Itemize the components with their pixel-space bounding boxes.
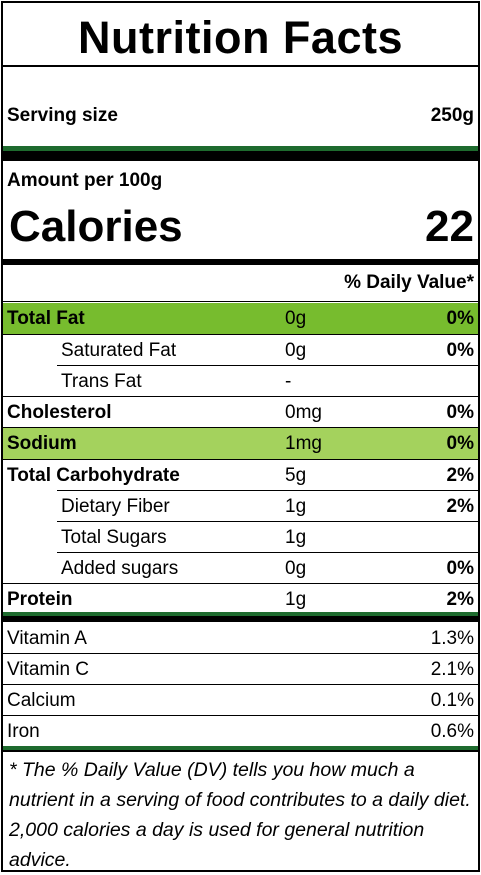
nutrient-name: Dietary Fiber [61,496,170,517]
calories-label: Calories [9,202,183,251]
vitamin-name: Calcium [7,690,76,711]
nutrient-name: Total Fat [7,308,85,329]
nutrient-daily-value: 2% [446,496,474,517]
vitamin-value: 0.1% [430,690,474,711]
serving-divider-green [3,146,478,151]
nutrient-amount: - [285,371,292,392]
serving-size-value: 250g [430,105,474,126]
vitamin-row-calcium: Calcium 0.1% [3,685,478,716]
row-divider [3,684,478,685]
calories-value: 22 [425,202,474,251]
nutrient-row-total-carbohydrate: Total Carbohydrate 5g 2% [3,460,478,491]
vitamin-row-vitamin-c: Vitamin C 2.1% [3,654,478,685]
nutrient-name: Sodium [7,433,77,454]
row-divider [57,521,478,522]
vitamin-name: Vitamin A [7,628,87,649]
nutrient-row-saturated-fat: Saturated Fat 0g 0% [3,335,478,366]
nutrient-amount: 0mg [285,402,322,423]
nutrient-amount: 5g [285,465,307,486]
nutrient-row-dietary-fiber: Dietary Fiber 1g 2% [3,491,478,522]
vitamin-name: Iron [7,721,40,742]
nutrient-daily-value: 0% [446,308,474,329]
nutrient-row-trans-fat: Trans Fat - [3,366,478,397]
vitamin-name: Vitamin C [7,659,90,680]
nutrient-daily-value: 0% [446,558,474,579]
row-divider [3,301,478,302]
amount-per-label: Amount per 100g [7,170,163,191]
nutrient-name: Saturated Fat [61,340,177,361]
nutrient-daily-value: 0% [446,433,474,454]
nutrient-row-total-fat: Total Fat 0g 0% [3,303,478,334]
footnote-divider [3,750,478,752]
nutrient-name: Total Sugars [61,527,167,548]
row-divider [57,365,478,366]
nutrient-name: Total Carbohydrate [7,465,180,486]
protein-divider-green [3,612,478,616]
nutrient-row-total-sugars: Total Sugars 1g [3,522,478,553]
row-divider [3,396,478,397]
daily-value-header: % Daily Value* [344,272,474,293]
row-divider [3,459,478,460]
protein-divider-thick [3,616,478,622]
nutrient-row-cholesterol: Cholesterol 0mg 0% [3,397,478,428]
vitamin-row-vitamin-a: Vitamin A 1.3% [3,623,478,654]
row-divider [57,552,478,553]
nutrient-daily-value: 0% [446,402,474,423]
row-divider [3,583,478,584]
nutrient-name: Cholesterol [7,402,112,423]
vitamin-value: 0.6% [430,721,474,742]
nutrient-name: Added sugars [61,558,179,579]
nutrient-amount: 0g [285,558,307,579]
nutrient-daily-value: 2% [446,589,474,610]
row-divider [3,653,478,654]
row-divider [3,715,478,716]
serving-size-label: Serving size [7,105,118,126]
serving-divider-thick [3,151,478,161]
nutrient-daily-value: 0% [446,340,474,361]
vitamin-row-iron: Iron 0.6% [3,716,478,747]
title-divider [3,65,478,67]
nutrient-daily-value: 2% [446,465,474,486]
nutrient-row-added-sugars: Added sugars 0g 0% [3,553,478,584]
nutrient-row-sodium: Sodium 1mg 0% [3,428,478,459]
label-title: Nutrition Facts [77,12,403,63]
footnote-divider-green [3,746,478,750]
nutrient-amount: 1g [285,527,307,548]
nutrient-amount: 0g [285,308,307,329]
nutrient-amount: 1mg [285,433,322,454]
row-divider [3,427,478,428]
calories-divider [3,259,478,265]
nutrient-amount: 1g [285,589,307,610]
row-divider [3,334,478,335]
nutrient-name: Trans Fat [61,371,142,392]
vitamin-value: 1.3% [430,628,474,649]
vitamin-value: 2.1% [430,659,474,680]
nutrient-amount: 0g [285,340,307,361]
nutrient-amount: 1g [285,496,307,517]
nutrient-name: Protein [7,589,73,610]
row-divider [57,490,478,491]
daily-value-footnote: * The % Daily Value (DV) tells you how m… [9,759,471,871]
nutrient-row-protein: Protein 1g 2% [3,584,478,615]
